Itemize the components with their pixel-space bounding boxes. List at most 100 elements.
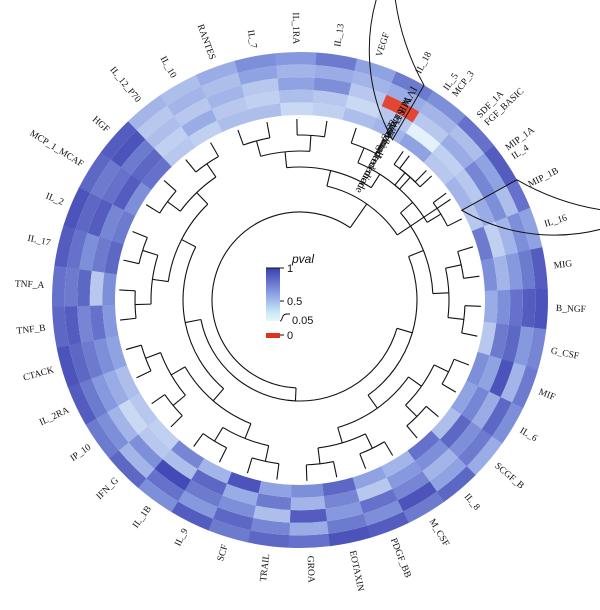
legend-label-05: 0.5	[287, 296, 302, 308]
heatmap-cell-SCF-1	[212, 506, 254, 531]
dendrogram-branch	[305, 464, 308, 481]
dendrogram-branch	[152, 278, 169, 283]
method-label: Weighted mode	[352, 128, 395, 195]
heatmap-cell-TNF_B-1	[64, 305, 82, 346]
heatmap-cell-IL_1B-4	[170, 440, 205, 470]
heatmap-cell-TNF_A-1	[64, 267, 80, 307]
cytokine-label: IL_10	[158, 55, 178, 80]
dendrogram-branch	[255, 140, 262, 157]
heatmap-cell-IL_4-1	[474, 153, 506, 193]
heatmap-cell-IFN_G-1	[118, 442, 155, 479]
heatmap-cell-IL_1B-2	[154, 459, 192, 491]
cytokine-label: IL_7	[245, 29, 258, 49]
heatmap-cell-IL_6-2	[471, 391, 501, 430]
cytokine-label: IP_10	[69, 443, 94, 464]
heatmap-cell-SCGF_B-2	[448, 421, 482, 458]
legend-label-005: 0.05	[292, 315, 313, 327]
cytokine-label: TNF_A	[15, 279, 45, 291]
cytokine-label: HGF	[90, 115, 111, 135]
dendrogram-branch	[406, 425, 418, 439]
heatmap-cell-IL_13-0	[315, 52, 358, 71]
heatmap-cell-HGF-0	[100, 121, 137, 160]
dendrogram-branch	[349, 216, 359, 229]
heatmap-cell-TRAIL-1	[250, 517, 290, 536]
cytokine-label: IL_9	[174, 527, 191, 548]
heatmap-cell-IL_7-4	[247, 103, 282, 122]
heatmap-cells	[52, 52, 548, 548]
heatmap-cell-FGF_BASIC-0	[457, 115, 495, 154]
heatmap-cell-IL_1RA-3	[278, 89, 315, 104]
heatmap-cell-IL_13-3	[313, 90, 349, 108]
dendrogram-branch	[357, 203, 368, 218]
heatmap-cell-TNF_B-3	[89, 305, 107, 341]
heatmap-cell-CTACK-4	[106, 335, 127, 370]
heatmap-cell-PDGF_BB-4	[352, 466, 387, 490]
dendrogram-branch	[136, 370, 152, 379]
heatmap-cell-EOTAXIN-2	[325, 501, 364, 522]
heatmap-cell-RANTES-3	[211, 97, 249, 121]
cytokine-label: SCF	[216, 544, 230, 563]
heatmap-cell-MCP_3-2	[412, 111, 450, 144]
heatmap-cell-IL_2RA-0	[67, 382, 97, 425]
heatmap-cell-MCP_3-4	[399, 133, 433, 163]
dendrogram-branch	[120, 317, 137, 321]
dendrogram-branch	[326, 170, 332, 187]
heatmap-cell-MIG-0	[529, 247, 548, 289]
heatmap-cell-GROA-0	[288, 533, 331, 548]
heatmap-cell-IL_12_P70-0	[128, 95, 168, 131]
dendrogram-arc	[441, 359, 455, 385]
cytokine-label: IL_2RA	[38, 406, 71, 429]
dendrogram-branch	[436, 198, 451, 209]
heatmap-cell-IL_1RA-4	[280, 102, 314, 116]
cytokine-label: VEGF	[375, 32, 392, 59]
heatmap-cell-TRAIL-3	[255, 493, 292, 510]
dendrogram-branch	[383, 441, 394, 456]
heatmap-cell-MCP_1_MCAF-0	[79, 152, 112, 194]
heatmap-cell-IL_2RA-4	[115, 365, 141, 400]
dendrogram-branch	[357, 147, 365, 163]
legend-label-0: 0	[287, 330, 293, 342]
heatmap-cell-G_CSF-2	[501, 324, 522, 363]
heatmap-cell-IFN_G-0	[109, 450, 147, 488]
cytokine-label: MIF	[537, 388, 556, 403]
dendrogram-branch	[163, 180, 177, 192]
heatmap-cell-IFN_G-2	[128, 434, 163, 469]
dendrogram-branch	[337, 427, 343, 444]
dendrogram-branch	[185, 159, 197, 173]
dendrogram-branch	[405, 404, 418, 417]
heatmap-cell-IL_17-2	[79, 232, 100, 271]
heatmap-cell-EOTAXIN-3	[323, 489, 360, 509]
heatmap-cell-SCGF_B-3	[439, 414, 472, 449]
heatmap-cell-IL_2RA-3	[103, 369, 130, 406]
dendrogram-arc	[406, 406, 427, 427]
heatmap-cell-VEGF-2	[348, 83, 387, 107]
heatmap-cell-TRAIL-0	[247, 530, 290, 548]
heatmap-cell-IL_8-3	[414, 439, 449, 472]
heatmap-cell-IL_12_P70-4	[162, 136, 196, 167]
heatmap-cell-M_CSF-0	[403, 491, 445, 523]
heatmap-cell-MCP_3-0	[426, 90, 466, 126]
heatmap-cell-IL_18-2	[381, 94, 420, 123]
heatmap-cell-IL_18-0	[391, 71, 434, 102]
dendrogram-branch	[323, 120, 328, 137]
pval-legend: pval 1 0.5 0.05 0	[266, 252, 314, 342]
heatmap-cell-EOTAXIN-0	[328, 525, 371, 547]
dendrogram-branch	[151, 394, 166, 405]
heatmap-cell-RANTES-0	[195, 60, 239, 87]
dendrogram	[119, 119, 481, 481]
heatmap-cell-IL_17-4	[104, 240, 124, 275]
heatmap-cell-SCF-4	[226, 471, 262, 494]
dendrogram-branch	[132, 230, 148, 239]
dendrogram-branch	[426, 213, 442, 223]
heatmap-cell-G_CSF-4	[477, 321, 497, 356]
cytokine-label: GROA	[305, 556, 316, 583]
heatmap-cell-PDGF_BB-3	[355, 477, 393, 502]
heatmap-cell-VEGF-0	[354, 58, 397, 84]
cytokine-label: G_CSF	[550, 346, 580, 361]
dendrogram-branch	[408, 249, 424, 257]
cytokine-label: MCP_1_MCAF	[28, 129, 85, 170]
heatmap-cell-CTACK-2	[81, 340, 104, 379]
heatmap-cell-SCF-2	[217, 495, 256, 518]
heatmap-cell-MCP_1_MCAF-3	[112, 174, 142, 211]
dendrogram-branch	[125, 344, 142, 351]
